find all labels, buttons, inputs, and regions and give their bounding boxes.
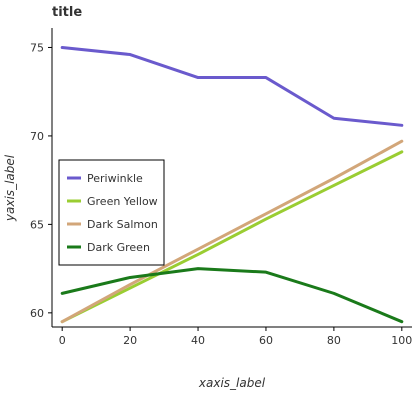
- x-tick-label: 100: [391, 334, 412, 347]
- chart-title: title: [52, 5, 82, 20]
- y-tick-label: 65: [30, 218, 44, 231]
- legend-label-dark-salmon: Dark Salmon: [87, 218, 158, 231]
- legend: Periwinkle Green Yellow Dark Salmon Dark Gr…: [58, 159, 165, 266]
- series-line-dark-salmon: [60, 139, 404, 324]
- legend-label-dark-green: Dark Green: [87, 241, 150, 254]
- series-line-green-yellow: [60, 150, 404, 324]
- legend-label-green-yellow: Green Yellow: [87, 195, 158, 208]
- x-tick-label: 20: [123, 334, 137, 347]
- x-tick-label: 0: [59, 334, 66, 347]
- y-tick-label: 75: [30, 41, 44, 54]
- x-tick-label: 60: [259, 334, 273, 347]
- legend-label-periwinkle: Periwinkle: [87, 172, 143, 185]
- axes: 60 65 70 75 0 20 40 60 80 100: [30, 28, 412, 347]
- series-layer: [60, 45, 404, 324]
- x-axis-label: xaxis_label: [198, 376, 266, 390]
- y-tick-label: 70: [30, 130, 44, 143]
- y-tick-label: 60: [30, 307, 44, 320]
- x-tick-label: 80: [327, 334, 341, 347]
- series-line-dark-green: [60, 267, 404, 324]
- x-tick-label: 40: [191, 334, 205, 347]
- series-line-periwinkle: [60, 45, 404, 127]
- y-axis-label: yaxis_label: [3, 154, 17, 222]
